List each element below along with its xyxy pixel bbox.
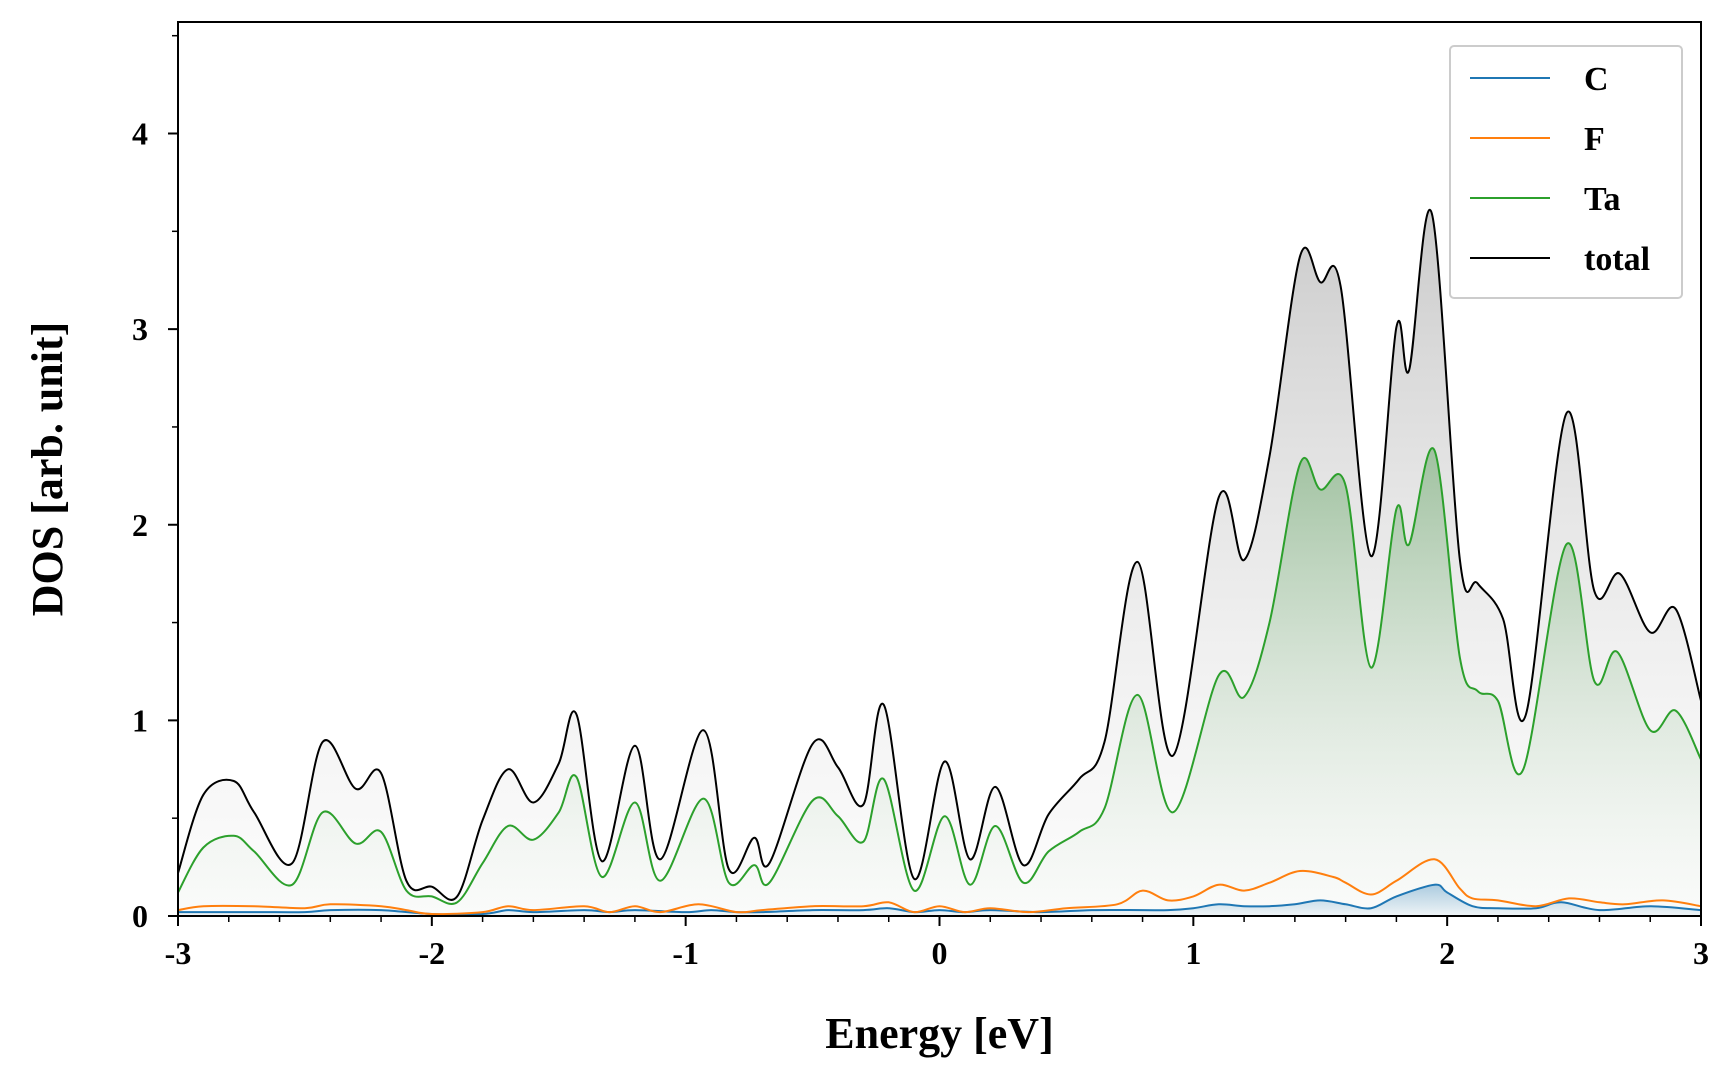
x-axis: -3 -2 -1 0 1 2 3 <box>165 916 1709 971</box>
x-axis-label: Energy [eV] <box>825 1009 1054 1058</box>
legend-label-c: C <box>1584 61 1609 98</box>
series-line-ta <box>178 447 1701 905</box>
x-tick-label: -3 <box>165 935 192 971</box>
series-line-f <box>178 858 1701 916</box>
series-line-total <box>178 208 1701 901</box>
legend: CF Ta total <box>1449 45 1683 299</box>
y-tick-label: 3 <box>132 311 148 347</box>
x-tick-label: -1 <box>672 935 699 971</box>
x-tick-label: 3 <box>1693 935 1709 971</box>
legend-box <box>1449 45 1683 299</box>
x-tick-label: 2 <box>1439 935 1455 971</box>
legend-label-ta: Ta <box>1584 181 1621 218</box>
y-tick-label: 0 <box>132 898 148 934</box>
y-axis-label: DOS [arb. unit] <box>23 322 72 617</box>
y-tick-label: 1 <box>132 702 148 738</box>
area-ta <box>178 448 1701 916</box>
y-tick-label: 4 <box>132 116 148 152</box>
x-tick-label: 0 <box>932 935 948 971</box>
x-tick-label: -2 <box>419 935 446 971</box>
legend-label-total: total <box>1584 241 1650 278</box>
y-axis: 0 1 2 3 4 <box>132 34 178 934</box>
x-tick-label: 1 <box>1185 935 1201 971</box>
y-tick-label: 2 <box>132 507 148 543</box>
series-line-c <box>178 883 1701 916</box>
area-fills <box>178 209 1701 916</box>
series-lines <box>178 208 1701 916</box>
area-c <box>178 884 1701 916</box>
legend-label-f: F <box>1584 121 1605 158</box>
